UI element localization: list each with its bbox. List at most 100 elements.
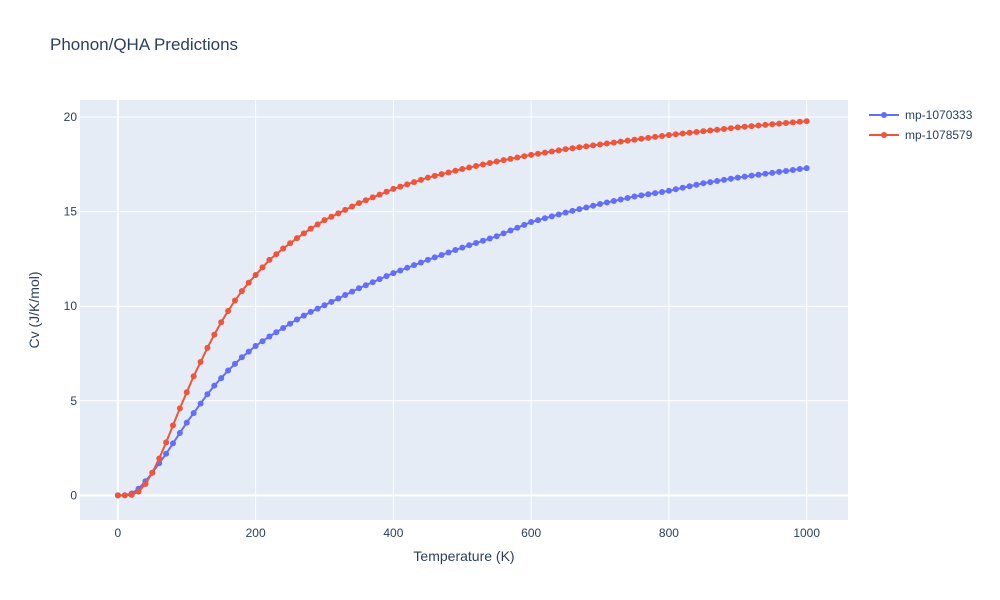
data-point bbox=[417, 259, 424, 266]
data-point bbox=[659, 188, 666, 195]
data-point bbox=[500, 157, 507, 164]
data-point bbox=[734, 124, 741, 131]
data-point bbox=[342, 206, 349, 213]
data-point bbox=[624, 195, 631, 201]
y-tick-label: 0 bbox=[70, 488, 77, 502]
data-point bbox=[376, 191, 383, 198]
data-point bbox=[445, 169, 452, 176]
data-point bbox=[300, 230, 307, 237]
data-point bbox=[652, 190, 659, 197]
series-mp-1070333 bbox=[114, 165, 810, 499]
y-tick-label: 15 bbox=[64, 205, 78, 219]
data-point bbox=[287, 320, 294, 327]
data-point bbox=[610, 139, 617, 146]
data-point bbox=[548, 148, 555, 155]
data-point bbox=[748, 172, 755, 179]
data-point bbox=[466, 242, 473, 249]
data-point bbox=[783, 167, 790, 174]
data-point bbox=[789, 119, 796, 126]
data-point bbox=[638, 135, 645, 142]
data-point bbox=[693, 181, 700, 188]
data-point bbox=[355, 285, 362, 292]
data-point bbox=[473, 163, 480, 170]
data-point bbox=[411, 262, 418, 269]
data-point bbox=[590, 202, 597, 209]
data-point bbox=[293, 235, 300, 242]
data-point bbox=[376, 276, 383, 283]
data-point bbox=[438, 251, 445, 258]
data-point bbox=[383, 188, 390, 195]
legend-marker bbox=[881, 112, 887, 118]
data-point bbox=[769, 169, 776, 176]
data-point bbox=[211, 382, 218, 389]
data-point bbox=[280, 245, 287, 252]
data-point bbox=[390, 270, 397, 277]
data-point bbox=[287, 240, 294, 247]
data-point bbox=[638, 192, 645, 199]
data-point bbox=[176, 405, 183, 412]
data-point bbox=[424, 174, 431, 181]
data-point bbox=[183, 389, 190, 396]
data-point bbox=[665, 187, 672, 194]
data-point bbox=[225, 307, 232, 314]
x-tick-label: 600 bbox=[521, 526, 541, 540]
data-point bbox=[562, 146, 569, 153]
data-point bbox=[727, 175, 734, 182]
data-point bbox=[252, 342, 259, 349]
data-point bbox=[507, 155, 514, 162]
data-point bbox=[769, 121, 776, 128]
data-point bbox=[493, 158, 500, 165]
series-mp-1078579 bbox=[114, 118, 810, 499]
data-point bbox=[121, 492, 128, 499]
data-point bbox=[631, 136, 638, 143]
data-point bbox=[218, 319, 225, 326]
data-point bbox=[397, 183, 404, 190]
x-tick-label: 200 bbox=[246, 526, 266, 540]
data-point bbox=[755, 122, 762, 129]
data-point bbox=[293, 316, 300, 323]
data-point bbox=[204, 391, 211, 398]
data-point bbox=[335, 295, 342, 302]
data-point bbox=[597, 201, 604, 208]
data-point bbox=[459, 244, 466, 251]
legend[interactable]: mp-1070333 mp-1078579 bbox=[869, 108, 973, 142]
data-point bbox=[631, 193, 638, 200]
data-point bbox=[417, 176, 424, 183]
data-point bbox=[369, 279, 376, 286]
data-point bbox=[741, 173, 748, 180]
data-point bbox=[541, 215, 548, 222]
data-point bbox=[590, 142, 597, 149]
data-point bbox=[149, 469, 156, 476]
data-point bbox=[734, 174, 741, 181]
legend-item-mp-1078579[interactable]: mp-1078579 bbox=[869, 128, 973, 142]
data-point bbox=[693, 128, 700, 135]
data-point bbox=[397, 267, 404, 274]
data-point bbox=[535, 150, 542, 157]
data-point bbox=[362, 282, 369, 289]
data-point bbox=[528, 151, 535, 158]
data-point bbox=[700, 180, 707, 187]
data-point bbox=[245, 279, 252, 286]
data-point bbox=[280, 324, 287, 331]
x-axis-title: Temperature (K) bbox=[413, 548, 514, 564]
data-point bbox=[665, 132, 672, 138]
data-point bbox=[521, 153, 528, 160]
legend-item-mp-1070333[interactable]: mp-1070333 bbox=[869, 108, 973, 122]
data-point bbox=[163, 439, 170, 446]
data-point bbox=[783, 120, 790, 127]
data-point bbox=[452, 167, 459, 174]
data-point bbox=[652, 133, 659, 140]
data-point bbox=[679, 184, 686, 191]
data-point bbox=[707, 179, 714, 186]
x-tick-label: 800 bbox=[659, 526, 679, 540]
data-point bbox=[438, 171, 445, 178]
data-point bbox=[445, 249, 452, 256]
data-point bbox=[349, 203, 356, 210]
data-point bbox=[204, 344, 211, 351]
data-point bbox=[245, 348, 252, 355]
data-point bbox=[479, 237, 486, 244]
data-point bbox=[617, 138, 624, 145]
data-point bbox=[238, 354, 245, 361]
